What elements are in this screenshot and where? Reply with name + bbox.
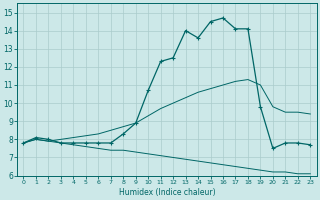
- X-axis label: Humidex (Indice chaleur): Humidex (Indice chaleur): [119, 188, 215, 197]
